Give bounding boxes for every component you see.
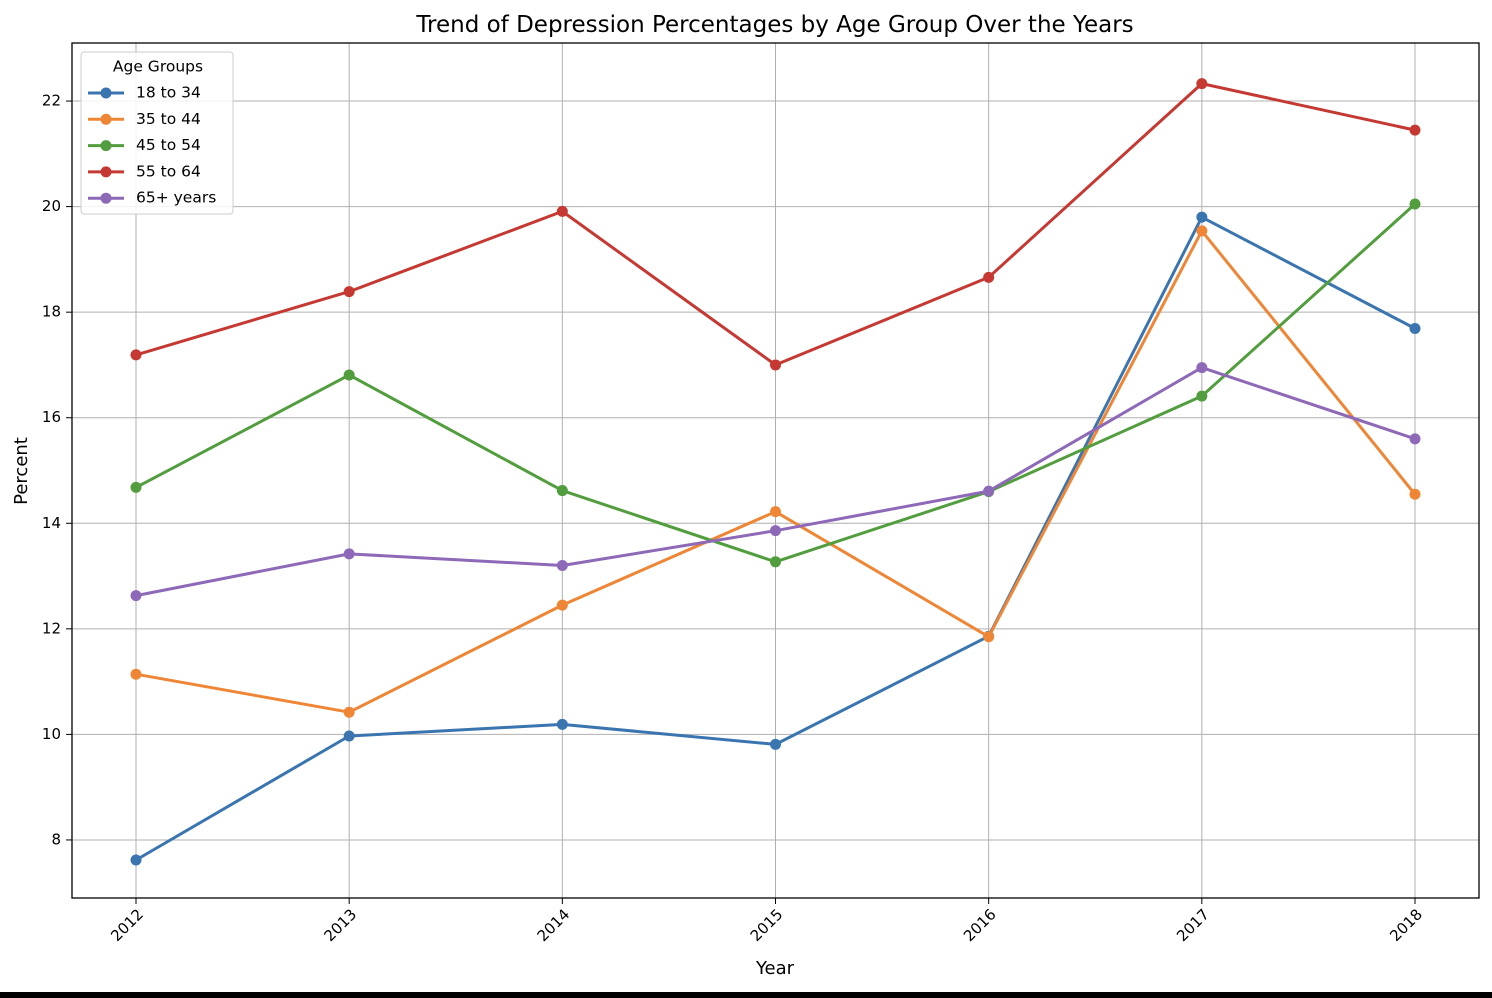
- series-35-to-44: [130, 225, 1421, 718]
- data-point: [130, 854, 142, 866]
- data-point: [983, 485, 995, 497]
- x-tick-label: 2016: [960, 905, 1000, 945]
- data-point: [130, 590, 142, 602]
- data-point: [770, 506, 781, 518]
- data-point: [1196, 225, 1208, 237]
- series-55-to-64: [130, 78, 1421, 371]
- x-tick-label: 2014: [534, 905, 574, 945]
- legend-item: 65+ years: [88, 189, 216, 207]
- y-tick-label: 10: [42, 725, 61, 743]
- data-point: [343, 730, 355, 742]
- data-point: [770, 359, 781, 371]
- legend-item: 45 to 54: [88, 136, 201, 154]
- legend-label: 18 to 34: [136, 84, 201, 102]
- data-point: [343, 706, 355, 718]
- bottom-border: [0, 992, 1492, 998]
- legend-title: Age Groups: [113, 58, 203, 76]
- data-point: [343, 286, 355, 298]
- data-point: [1196, 390, 1208, 402]
- legend-item: 18 to 34: [88, 84, 201, 102]
- plot-series: [130, 78, 1421, 866]
- chart-title: Trend of Depression Percentages by Age G…: [415, 12, 1133, 38]
- legend: Age Groups 18 to 34 35 to 44 45 to 54 55 to …: [80, 51, 234, 215]
- y-tick-label: 20: [42, 197, 61, 215]
- data-point: [1409, 124, 1421, 136]
- data-point: [130, 481, 142, 493]
- x-tick-label: 2012: [107, 905, 147, 945]
- data-point: [770, 738, 781, 750]
- series-65-years: [130, 362, 1421, 602]
- data-point: [1196, 362, 1208, 374]
- y-tick-label: 14: [42, 514, 61, 532]
- data-point: [130, 668, 142, 680]
- data-point: [1409, 488, 1421, 500]
- data-point: [983, 631, 995, 643]
- legend-label: 45 to 54: [136, 136, 201, 154]
- y-tick-label: 16: [42, 408, 61, 426]
- data-point: [1409, 433, 1421, 445]
- legend-marker: [100, 166, 112, 178]
- x-tick-label: 2015: [747, 905, 787, 945]
- y-tick-label: 8: [51, 830, 61, 848]
- data-point: [1409, 198, 1421, 210]
- legend-item: 35 to 44: [88, 110, 201, 128]
- legend-item: 55 to 64: [88, 162, 201, 180]
- legend-label: 35 to 44: [136, 110, 201, 128]
- legend-marker: [100, 140, 112, 152]
- y-tick-label: 12: [42, 619, 61, 637]
- data-point: [556, 485, 568, 497]
- y-tick-label: 18: [42, 303, 61, 321]
- x-axis-label: Year: [755, 958, 795, 979]
- data-point: [343, 548, 355, 560]
- data-point: [983, 271, 995, 283]
- legend-marker: [100, 113, 112, 125]
- legend-marker: [100, 192, 112, 204]
- y-axis-label: Percent: [11, 437, 32, 505]
- x-axis-ticks: 2012 2013 2014 2015 2016 2017 2018: [107, 898, 1426, 945]
- legend-marker: [100, 87, 112, 99]
- legend-label: 65+ years: [136, 189, 216, 207]
- data-point: [770, 556, 781, 568]
- data-point: [130, 349, 142, 361]
- data-point: [1409, 323, 1421, 335]
- x-tick-label: 2017: [1173, 905, 1213, 945]
- data-point: [1196, 211, 1208, 223]
- data-point: [556, 599, 568, 611]
- x-tick-label: 2018: [1386, 905, 1426, 945]
- x-tick-label: 2013: [320, 905, 360, 945]
- data-point: [343, 369, 355, 381]
- data-point: [1196, 78, 1208, 90]
- grid: [72, 43, 1479, 898]
- y-tick-label: 22: [42, 92, 61, 110]
- data-point: [556, 560, 568, 571]
- data-point: [770, 525, 781, 537]
- data-point: [556, 205, 568, 217]
- y-axis-ticks: 8 10 12 14 16 18 20 22: [42, 92, 72, 848]
- data-point: [556, 718, 568, 730]
- legend-label: 55 to 64: [136, 162, 201, 180]
